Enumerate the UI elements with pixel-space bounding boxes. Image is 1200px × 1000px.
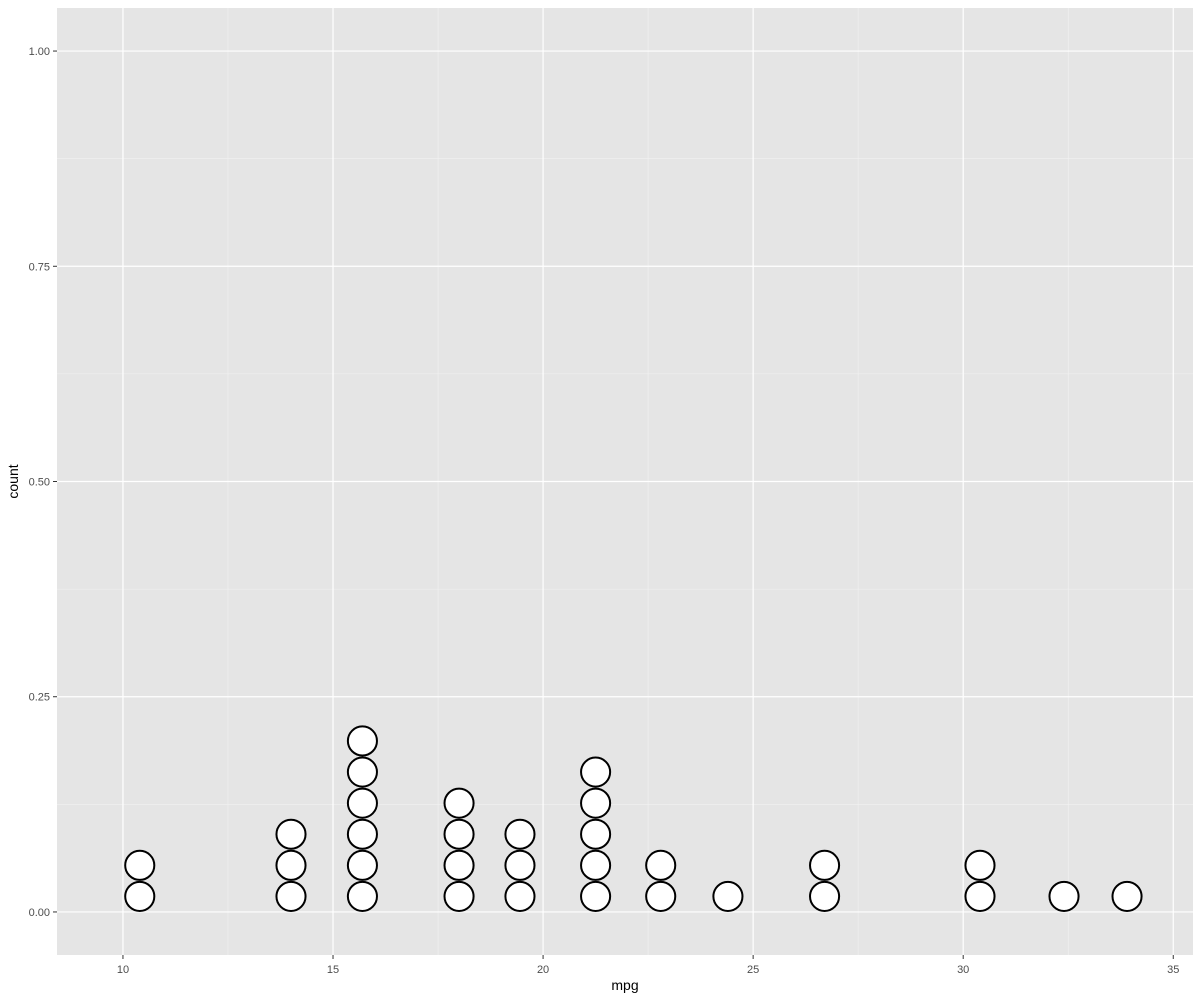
dot (443, 880, 475, 912)
dot (124, 849, 156, 881)
dot (580, 880, 612, 912)
y-tick-label: 1.00 (29, 46, 50, 58)
dot (1048, 880, 1080, 912)
dot (580, 849, 612, 881)
dot (275, 818, 307, 850)
dot (346, 880, 378, 912)
dot (809, 849, 841, 881)
dot (275, 880, 307, 912)
dot (964, 880, 996, 912)
y-tick-label: 0.50 (29, 477, 50, 489)
y-axis: 0.00 0.25 0.50 0.75 1.00 (29, 46, 57, 919)
x-tick-label: 20 (537, 964, 549, 976)
dot (346, 725, 378, 757)
x-tick-label: 25 (747, 964, 759, 976)
dots-layer (124, 725, 1143, 912)
dot (124, 880, 156, 912)
dot (504, 849, 536, 881)
dot (580, 756, 612, 788)
dot (346, 849, 378, 881)
x-tick-label: 10 (117, 964, 129, 976)
dot (346, 818, 378, 850)
dot (712, 880, 744, 912)
x-tick-label: 30 (957, 964, 969, 976)
x-tick-label: 35 (1167, 964, 1179, 976)
dot (580, 787, 612, 819)
dot (964, 849, 996, 881)
dot (443, 787, 475, 819)
y-axis-title: count (5, 464, 21, 498)
dot (1111, 880, 1143, 912)
dot (346, 787, 378, 819)
y-tick-label: 0.25 (29, 692, 50, 704)
dot (645, 880, 677, 912)
dot (504, 818, 536, 850)
dot (275, 849, 307, 881)
dot (809, 880, 841, 912)
y-tick-label: 0.00 (29, 907, 50, 919)
dot (443, 818, 475, 850)
x-axis-title: mpg (611, 977, 638, 993)
dot (504, 880, 536, 912)
dot (580, 818, 612, 850)
x-tick-label: 15 (327, 964, 339, 976)
x-axis: 10 15 20 25 30 35 (117, 955, 1179, 976)
y-tick-label: 0.75 (29, 261, 50, 273)
dot (443, 849, 475, 881)
grid-major (57, 8, 1193, 955)
dot (346, 756, 378, 788)
dot (645, 849, 677, 881)
